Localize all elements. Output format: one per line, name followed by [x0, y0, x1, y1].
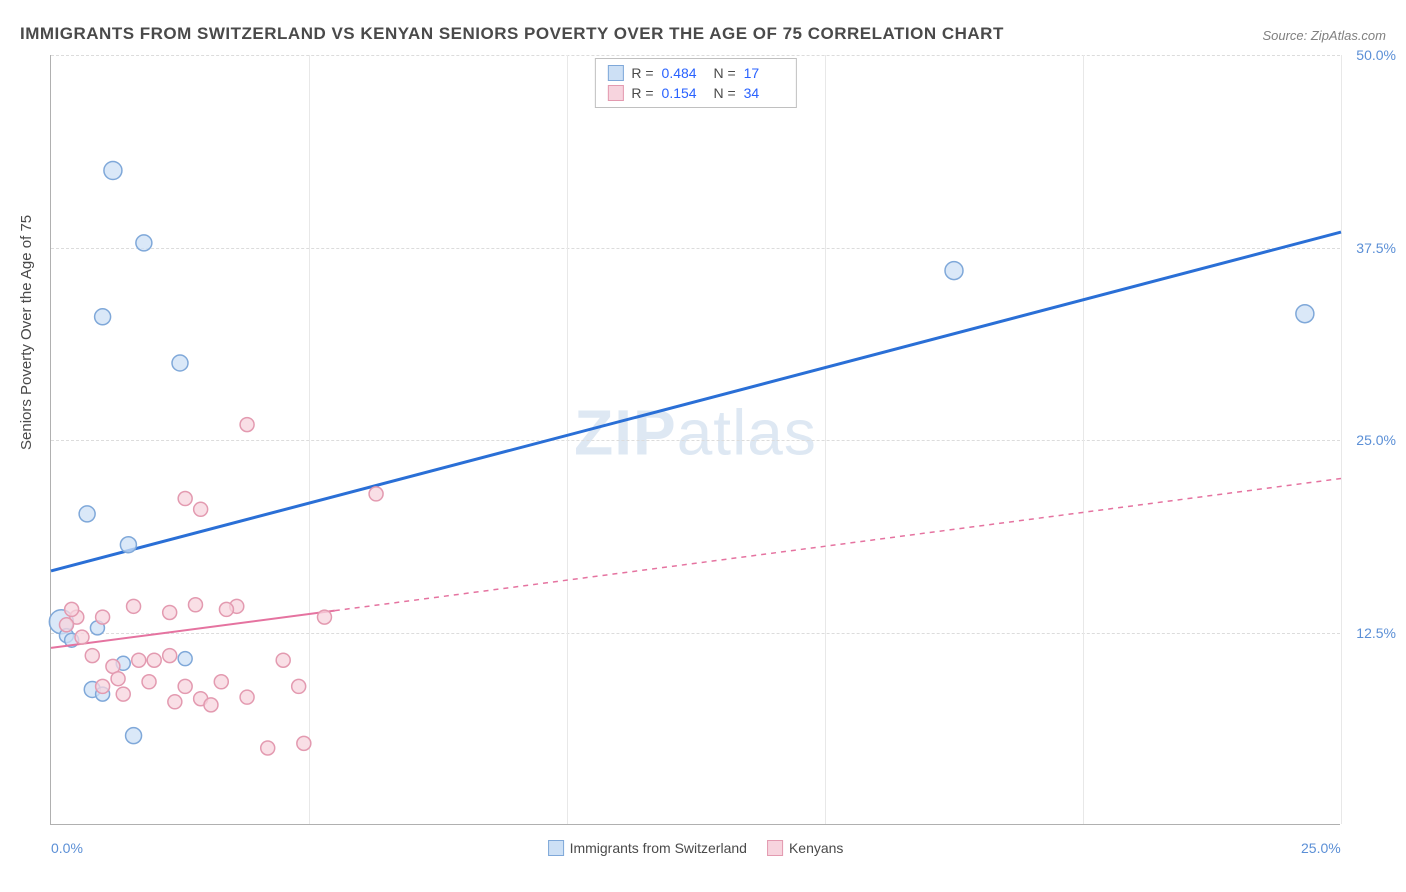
scatter-point — [219, 602, 233, 616]
scatter-point — [163, 649, 177, 663]
scatter-point — [120, 537, 136, 553]
n-value: 17 — [744, 65, 784, 81]
scatter-point — [116, 687, 130, 701]
scatter-point — [945, 262, 963, 280]
scatter-point — [194, 502, 208, 516]
legend-series-label: Immigrants from Switzerland — [570, 840, 747, 856]
scatter-point — [168, 695, 182, 709]
scatter-point — [127, 599, 141, 613]
y-tick-label: 25.0% — [1356, 432, 1396, 448]
y-tick-label: 37.5% — [1356, 240, 1396, 256]
legend-swatch — [607, 65, 623, 81]
scatter-point — [96, 610, 110, 624]
legend-series-item: Kenyans — [767, 840, 843, 856]
scatter-point — [178, 679, 192, 693]
legend-swatch — [607, 85, 623, 101]
scatter-point — [240, 418, 254, 432]
legend-swatch — [767, 840, 783, 856]
scatter-point — [126, 728, 142, 744]
scatter-point — [1296, 305, 1314, 323]
scatter-point — [104, 162, 122, 180]
scatter-point — [59, 618, 73, 632]
x-tick-label: 25.0% — [1301, 840, 1341, 856]
scatter-point — [147, 653, 161, 667]
scatter-point — [79, 506, 95, 522]
scatter-point — [142, 675, 156, 689]
x-tick-label: 0.0% — [51, 840, 83, 856]
scatter-point — [317, 610, 331, 624]
scatter-point — [75, 630, 89, 644]
scatter-point — [204, 698, 218, 712]
r-label: R = — [631, 85, 653, 101]
scatter-point — [188, 598, 202, 612]
scatter-point — [297, 736, 311, 750]
n-value: 34 — [744, 85, 784, 101]
legend-correlation-row: R = 0.484 N = 17 — [607, 63, 783, 83]
scatter-svg — [51, 55, 1340, 824]
correlation-legend: R = 0.484 N = 17R = 0.154 N = 34 — [594, 58, 796, 108]
series-legend: Immigrants from Switzerland Kenyans — [548, 840, 844, 856]
source-name: ZipAtlas.com — [1311, 28, 1386, 43]
scatter-point — [111, 672, 125, 686]
scatter-point — [163, 605, 177, 619]
scatter-point — [261, 741, 275, 755]
source-attribution: Source: ZipAtlas.com — [1262, 28, 1386, 43]
legend-series-label: Kenyans — [789, 840, 843, 856]
r-value: 0.154 — [662, 85, 702, 101]
chart-title: IMMIGRANTS FROM SWITZERLAND VS KENYAN SE… — [20, 24, 1004, 44]
gridline-vertical — [1341, 55, 1342, 824]
scatter-point — [178, 492, 192, 506]
scatter-point — [214, 675, 228, 689]
scatter-point — [276, 653, 290, 667]
scatter-point — [369, 487, 383, 501]
scatter-point — [132, 653, 146, 667]
trend-line — [51, 232, 1341, 571]
scatter-point — [96, 679, 110, 693]
r-value: 0.484 — [662, 65, 702, 81]
legend-correlation-row: R = 0.154 N = 34 — [607, 83, 783, 103]
scatter-point — [240, 690, 254, 704]
scatter-point — [65, 602, 79, 616]
scatter-point — [172, 355, 188, 371]
legend-swatch — [548, 840, 564, 856]
n-label: N = — [710, 65, 736, 81]
r-label: R = — [631, 65, 653, 81]
scatter-point — [85, 649, 99, 663]
scatter-point — [95, 309, 111, 325]
legend-series-item: Immigrants from Switzerland — [548, 840, 747, 856]
scatter-point — [136, 235, 152, 251]
scatter-point — [178, 652, 192, 666]
n-label: N = — [710, 85, 736, 101]
plot-area: ZIPatlas R = 0.484 N = 17R = 0.154 N = 3… — [50, 55, 1340, 825]
source-label: Source: — [1262, 28, 1310, 43]
chart-container: IMMIGRANTS FROM SWITZERLAND VS KENYAN SE… — [0, 0, 1406, 892]
scatter-point — [292, 679, 306, 693]
y-tick-label: 12.5% — [1356, 625, 1396, 641]
y-tick-label: 50.0% — [1356, 47, 1396, 63]
y-axis-label: Seniors Poverty Over the Age of 75 — [18, 215, 35, 450]
trend-line-extrapolated — [335, 479, 1341, 611]
